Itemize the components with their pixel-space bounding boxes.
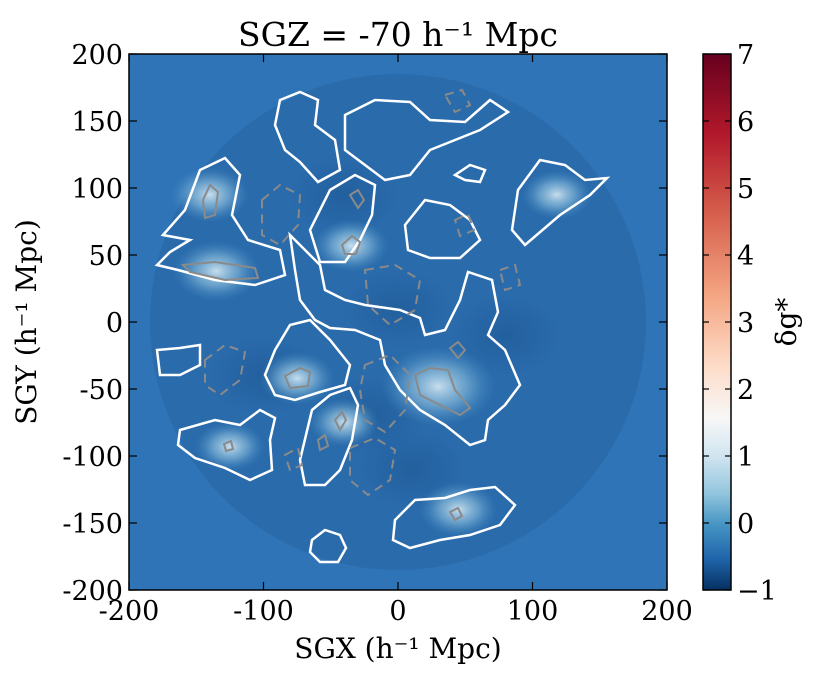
contour-zero xyxy=(391,485,517,550)
contour-zero xyxy=(298,386,360,487)
overdensity-peak xyxy=(195,422,265,471)
x-tick-label: 0 xyxy=(389,596,406,627)
colorbar-tick-label: 0 xyxy=(737,509,754,540)
colorbar-tick-label: 4 xyxy=(737,241,754,272)
contour-negative xyxy=(349,436,397,497)
contour-negative xyxy=(358,353,412,434)
contour-negative xyxy=(453,212,476,238)
y-axis-label: SGY (h⁻¹ Mpc) xyxy=(10,219,43,425)
contour-one xyxy=(413,366,472,417)
contour-one xyxy=(448,340,467,360)
contour-zero xyxy=(403,198,482,260)
contour-zero xyxy=(308,528,348,564)
overdensity-peak xyxy=(170,167,249,222)
y-tick-label: -50 xyxy=(80,375,123,406)
contour-zero xyxy=(273,90,342,184)
contour-zero xyxy=(510,158,611,247)
contour-zero xyxy=(176,408,277,482)
y-tick-label: 200 xyxy=(71,40,123,71)
colorbar-axis: −1 0 1 2 3 4 5 6 7 xyxy=(703,40,777,607)
contour-one xyxy=(180,260,260,282)
contour-negative xyxy=(363,263,422,327)
chart-title: SGZ = -70 h⁻¹ Mpc xyxy=(238,15,558,54)
x-axis: -200 -100 0 100 200 xyxy=(99,54,693,627)
x-tick-label: 100 xyxy=(507,596,559,627)
contour-zero xyxy=(343,98,511,182)
y-tick-label: -200 xyxy=(62,576,123,607)
contour-one xyxy=(283,366,312,390)
contour-zero xyxy=(154,156,287,287)
contour-one xyxy=(348,188,366,210)
colorbar-tick-label: −1 xyxy=(737,576,777,607)
colorbar-tick-label: 3 xyxy=(737,308,754,339)
y-tick-label: -150 xyxy=(62,509,123,540)
colorbar-tick-label: 1 xyxy=(737,442,754,473)
x-axis-label: SGX (h⁻¹ Mpc) xyxy=(294,632,501,665)
contour-one xyxy=(333,410,348,433)
contour-negative xyxy=(283,446,304,472)
colorbar-tick-label: 7 xyxy=(737,40,754,71)
overdensity-peak xyxy=(313,219,389,272)
contour-negative-group xyxy=(204,88,522,497)
contour-zero xyxy=(308,173,377,264)
contour-zero xyxy=(288,231,522,447)
heatmap-plot xyxy=(129,54,667,590)
contour-one-group xyxy=(180,183,472,522)
y-tick-label: 50 xyxy=(89,241,123,272)
contour-zero xyxy=(155,343,202,377)
y-tick-label: 150 xyxy=(71,107,123,138)
contour-negative xyxy=(498,263,522,292)
y-tick-label: 0 xyxy=(106,308,123,339)
colorbar-tick-label: 6 xyxy=(737,107,754,138)
y-tick-label: 100 xyxy=(71,174,123,205)
x-tick-label: 200 xyxy=(641,596,693,627)
colorbar: −1 0 1 2 3 4 5 6 7 δg* xyxy=(702,40,803,607)
colorbar-tick-label: 2 xyxy=(737,375,754,406)
overdensity-peak xyxy=(173,240,260,302)
x-tick-label: -100 xyxy=(233,596,294,627)
x-tick-label: -200 xyxy=(99,596,160,627)
overdensity-peak xyxy=(381,346,496,427)
underdensity-region xyxy=(450,295,561,376)
contour-one xyxy=(222,439,235,453)
overdensity-layer xyxy=(170,167,592,537)
contour-one xyxy=(316,433,330,452)
contour-one xyxy=(340,234,362,255)
contour-zero xyxy=(263,318,352,402)
overdensity-peak xyxy=(259,351,335,405)
contour-negative xyxy=(443,88,472,114)
colorbar-label: δg* xyxy=(770,298,803,347)
contour-negative xyxy=(261,183,302,247)
y-tick-label: -100 xyxy=(62,442,123,473)
contour-zero xyxy=(452,163,487,184)
colorbar-tick-label: 5 xyxy=(737,174,754,205)
contour-zero-group xyxy=(154,90,611,564)
contour-one xyxy=(448,506,464,522)
y-axis: -200 -150 -100 -50 0 50 100 150 200 xyxy=(62,40,667,607)
contour-one xyxy=(201,183,220,220)
